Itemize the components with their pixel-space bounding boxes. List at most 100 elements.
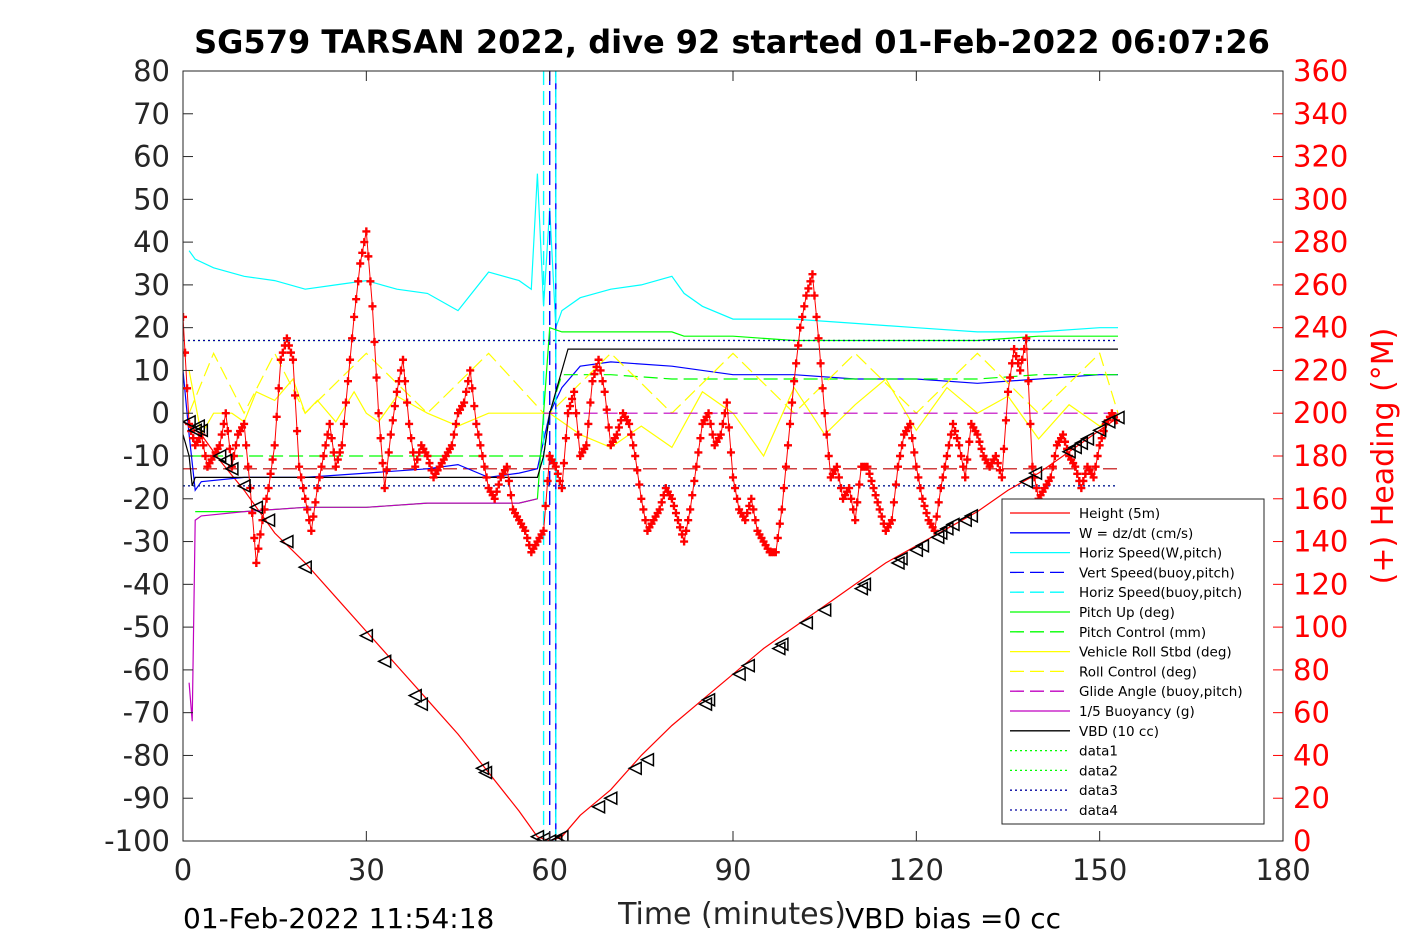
footer-vbd-bias: VBD bias =0 cc xyxy=(845,902,1061,935)
depth-marker xyxy=(218,453,233,468)
heading-point xyxy=(1006,373,1015,382)
heading-point xyxy=(354,277,363,286)
right-tick-label: 220 xyxy=(1293,353,1348,387)
heading-point xyxy=(993,459,1002,468)
heading-point xyxy=(696,434,705,443)
heading-point xyxy=(708,430,717,439)
depth-marker xyxy=(211,448,227,464)
heading-point xyxy=(877,512,886,521)
heading-point xyxy=(1012,352,1021,361)
legend: Height (5m) W = dz/dt (cm/s) Horiz Speed(W… xyxy=(1001,498,1265,825)
heading-point xyxy=(1071,462,1080,471)
heading-point xyxy=(775,519,784,528)
heading-point xyxy=(794,341,803,350)
heading-point xyxy=(853,498,862,507)
heading-point xyxy=(272,412,281,421)
heading-point xyxy=(951,427,960,436)
heading-point xyxy=(344,377,352,386)
heading-point xyxy=(506,491,515,500)
depth-marker xyxy=(933,525,948,541)
heading-point xyxy=(963,455,972,464)
depth-marker xyxy=(297,560,312,575)
depth-marker xyxy=(603,791,618,806)
legend-label: Horiz Speed(W,pitch) xyxy=(1079,546,1222,562)
y-tick-label: 0 xyxy=(152,396,170,430)
heading-point xyxy=(466,366,475,375)
heading-point xyxy=(875,505,884,514)
x-tick-label: 0 xyxy=(174,853,192,887)
right-tick-label: 200 xyxy=(1293,396,1348,430)
right-tick-label: 40 xyxy=(1293,738,1330,772)
heading-point xyxy=(847,494,856,503)
heading-point xyxy=(887,516,896,525)
heading-point xyxy=(502,462,511,471)
depth-marker xyxy=(413,696,429,712)
heading-point xyxy=(889,498,898,507)
y-tick-label: 30 xyxy=(133,268,170,302)
heading-point xyxy=(940,462,949,471)
y-tick-label: 20 xyxy=(133,311,170,345)
heading-point xyxy=(818,384,827,393)
heading-point xyxy=(965,437,974,446)
heading-point xyxy=(555,476,564,485)
heading-point xyxy=(749,505,758,514)
heading-point xyxy=(490,494,499,503)
heading-point xyxy=(816,359,825,368)
depth-marker xyxy=(248,500,264,515)
heading-point xyxy=(822,430,831,439)
heading-point xyxy=(612,430,621,439)
heading-point xyxy=(364,252,373,261)
heading-point xyxy=(494,480,503,489)
y-tick-label: -80 xyxy=(123,738,170,772)
heading-point xyxy=(297,473,306,482)
heading-point xyxy=(582,441,591,450)
heading-point xyxy=(855,480,864,489)
heading-point xyxy=(462,387,471,396)
heading-point xyxy=(726,448,735,457)
heading-point xyxy=(478,452,487,460)
heading-point xyxy=(1001,416,1010,425)
right-tick-label: 100 xyxy=(1293,610,1348,644)
right-tick-label: 300 xyxy=(1293,182,1348,216)
heading-point xyxy=(323,430,332,439)
heading-point xyxy=(474,430,483,439)
heading-point xyxy=(912,462,921,471)
heading-point xyxy=(319,452,328,460)
heading-point xyxy=(1010,345,1019,354)
right-tick-label: 260 xyxy=(1293,268,1348,302)
heading-point xyxy=(944,441,953,450)
heading-point xyxy=(384,448,393,457)
depth-marker xyxy=(554,829,569,841)
depth-marker xyxy=(945,517,960,532)
heading-point xyxy=(731,484,740,493)
heading-point xyxy=(374,409,383,418)
heading-point xyxy=(352,295,361,304)
y-tick-label: -70 xyxy=(123,696,170,730)
heading-point xyxy=(559,459,568,468)
series-line-10 xyxy=(188,498,538,722)
heading-point xyxy=(718,419,727,428)
heading-point xyxy=(348,334,357,343)
heading-point xyxy=(219,419,228,428)
heading-point xyxy=(808,270,817,279)
heading-point xyxy=(920,501,929,510)
depth-marker xyxy=(963,508,979,524)
heading-point xyxy=(869,484,878,493)
depth-marker xyxy=(639,752,655,767)
heading-point xyxy=(411,462,420,471)
heading-point xyxy=(916,484,925,493)
heading-point xyxy=(256,530,265,539)
heading-point xyxy=(388,416,397,425)
legend-label: data2 xyxy=(1079,763,1118,779)
legend-label: Vehicle Roll Stbd (deg) xyxy=(1079,645,1232,661)
heading-point xyxy=(834,473,843,482)
heading-point xyxy=(908,434,917,443)
depth-marker xyxy=(477,765,493,780)
heading-point xyxy=(949,419,957,428)
heading-point xyxy=(751,516,760,525)
heading-point xyxy=(680,537,689,546)
heading-point xyxy=(1046,473,1055,482)
heading-point xyxy=(975,437,984,446)
heading-point xyxy=(720,409,729,418)
heading-point xyxy=(480,462,489,471)
